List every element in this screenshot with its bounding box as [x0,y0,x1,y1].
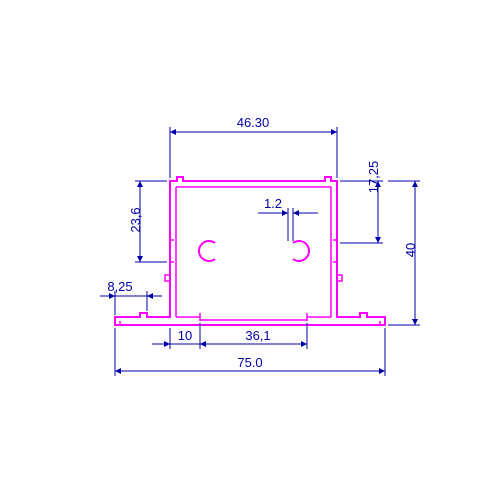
dim-total-w: 75.0 [237,355,262,370]
dim-inner-w: 36,1 [245,328,270,343]
dim-r-upper: 17,25 [366,161,381,194]
dimensions: 46.30 1.2 17,25 40 23,6 8,25 [100,115,420,376]
clip-right [293,241,309,261]
dim-top-width: 46.30 [237,115,270,130]
clip-left [199,241,215,261]
dim-left-h: 23,6 [128,207,143,232]
dim-inner-left: 10 [178,328,192,343]
extrusion-profile [115,177,385,325]
dim-r-total: 40 [403,243,418,257]
dim-wall: 1.2 [264,196,282,211]
dim-flange: 8,25 [107,279,132,294]
